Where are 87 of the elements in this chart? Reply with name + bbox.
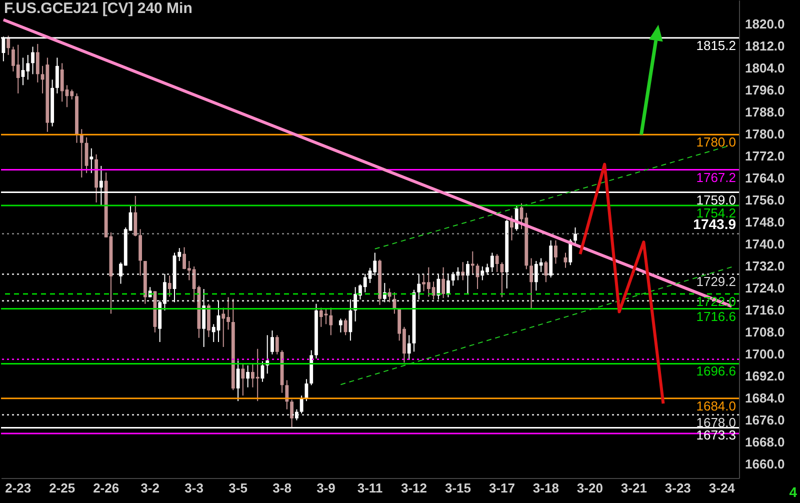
ref-line-label: 1815.2: [696, 38, 736, 53]
candlestick: [344, 318, 348, 336]
candlestick: [417, 273, 421, 300]
candlestick: [241, 363, 245, 396]
chart-title: F.US.GCEJ21 [CV] 240 Min: [4, 0, 192, 17]
y-tick-label: 1756.0: [745, 192, 785, 208]
candlestick: [329, 307, 333, 336]
candlestick: [530, 258, 533, 310]
x-tick-label: 3-24: [708, 480, 736, 496]
ref-line-label: 1678.0: [696, 414, 736, 430]
candlestick: [338, 318, 342, 333]
candlestick: [574, 226, 577, 245]
candlestick: [442, 266, 446, 299]
x-tick-label: 2-26: [93, 480, 120, 496]
candlestick: [446, 273, 450, 298]
x-tick-label: 3-8: [272, 480, 292, 496]
candlestick: [270, 330, 274, 355]
candlestick: [246, 364, 250, 388]
candlestick: [348, 298, 352, 342]
y-tick-label: 1804.0: [745, 60, 785, 76]
y-tick-label: 1692.0: [745, 368, 785, 384]
candlestick: [300, 395, 304, 414]
y-tick-label: 1660.0: [745, 456, 785, 472]
x-tick-label: 3-18: [532, 480, 559, 496]
y-tick-label: 1796.0: [745, 82, 785, 98]
y-tick-label: 1732.0: [745, 258, 785, 274]
y-tick-label: 1748.0: [745, 214, 785, 230]
x-tick-label: 3-5: [228, 480, 248, 496]
line-series: [578, 162, 665, 406]
candlestick: [90, 148, 94, 174]
candlestick: [36, 43, 40, 83]
y-tick-label: 1740.0: [745, 236, 785, 252]
ref-line-label: 1780.0: [696, 134, 736, 150]
x-tick-label: 3-9: [316, 480, 336, 496]
candlestick: [290, 399, 294, 430]
x-tick-label: 3-12: [400, 480, 427, 496]
ref-line-label: 1729.2: [696, 274, 736, 290]
y-tick-label: 1772.0: [745, 148, 785, 164]
y-tick-label: 1700.0: [745, 346, 785, 362]
candlestick: [500, 262, 504, 298]
candlestick: [55, 57, 59, 94]
candlestick: [80, 128, 84, 178]
y-tick-label: 1812.0: [745, 38, 785, 54]
y-tick-label: 1788.0: [745, 104, 785, 120]
candlestick: [202, 288, 206, 348]
x-tick-label: 3-3: [184, 480, 204, 496]
ref-line-label: 1759.0: [696, 192, 736, 208]
y-tick-label: 1724.0: [745, 280, 785, 296]
y-tick-label: 1764.0: [745, 170, 785, 186]
x-tick-label: 2-23: [5, 480, 32, 496]
candlestick: [544, 260, 548, 283]
candlestick: [6, 35, 10, 56]
candlestick: [285, 380, 289, 410]
y-tick-label: 1780.0: [745, 126, 785, 142]
candlestick: [554, 240, 558, 264]
y-tick-label: 1716.0: [745, 302, 785, 318]
x-tick-label: 2-25: [49, 480, 76, 496]
y-tick-label: 1684.0: [745, 390, 785, 406]
x-tick-label: 3-15: [444, 480, 471, 496]
ref-line-label: 1716.6: [696, 308, 736, 324]
ref-line-label: 1767.2: [696, 170, 736, 185]
text: 4: [789, 484, 798, 500]
candlestick: [466, 260, 470, 294]
candlestick: [168, 275, 172, 298]
ref-line-label: 1754.2: [696, 205, 736, 220]
x-tick-label: 3-20: [576, 480, 603, 496]
x-tick-label: 3-17: [488, 480, 515, 496]
candlestick: [436, 273, 440, 300]
x-tick-label: 3-21: [620, 480, 647, 496]
x-tick-label: 3-2: [140, 480, 160, 496]
candlestick: [490, 252, 494, 272]
candlestick: [275, 334, 279, 355]
candlestick: [495, 254, 499, 272]
candlestick: [31, 46, 34, 75]
x-tick-label: 3-11: [357, 480, 383, 496]
candlestick: [388, 288, 392, 303]
candlestick: [294, 408, 298, 421]
x-tick-label: 3-23: [664, 480, 691, 496]
y-tick-label: 1668.0: [745, 434, 785, 450]
y-tick-label: 1676.0: [745, 412, 785, 428]
candlestick: [407, 334, 411, 360]
candlestick: [470, 250, 474, 276]
y-tick-label: 1820.0: [745, 16, 785, 32]
ref-line-label: 1696.6: [696, 364, 736, 379]
candlestick: [236, 360, 240, 402]
y-tick-label: 1708.0: [745, 324, 785, 340]
ref-line-label: 1684.0: [696, 398, 736, 414]
